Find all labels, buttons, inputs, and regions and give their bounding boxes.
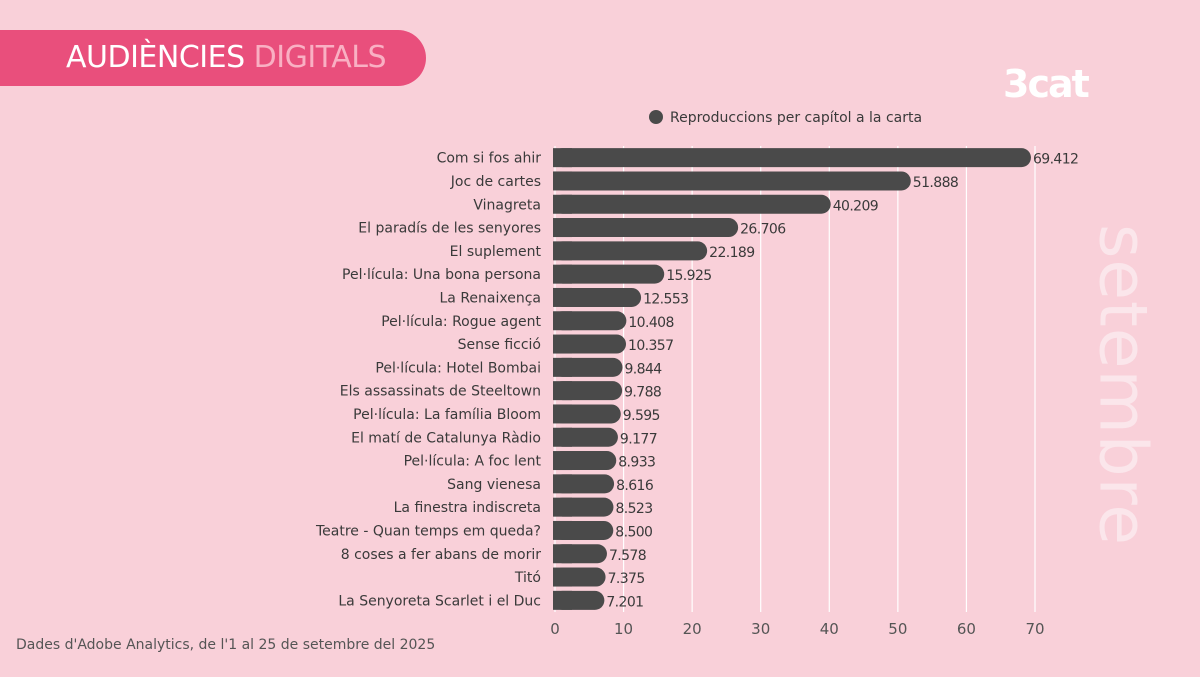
data-label: 9.595 [623,408,660,424]
bar [553,194,831,214]
x-tick-label: 50 [888,620,907,638]
bar [553,264,665,284]
category-label: Pel·lícula: Una bona persona [342,267,541,283]
bar-base [553,451,572,471]
category-label: Vinagreta [473,197,541,213]
brand-logo: 3cat [1003,62,1090,106]
data-label: 8.500 [615,524,652,540]
category-label: Joc de cartes [450,174,541,190]
data-label: 7.201 [606,594,643,610]
bar-base [553,171,572,191]
category-label: El paradís de les senyores [358,221,541,237]
bar-base [553,287,572,307]
bar-base [553,194,572,214]
category-label: Pel·lícula: La família Bloom [353,407,541,423]
category-label: Com si fos ahir [437,151,542,167]
bar-base [553,357,572,377]
bar [553,287,642,307]
category-label: Pel·lícula: A foc lent [404,454,542,470]
bar-base [553,334,572,354]
bar [553,218,739,238]
data-label: 9.788 [624,385,661,401]
bar [553,241,708,261]
bar-base [553,520,572,540]
category-label: Pel·lícula: Rogue agent [381,314,541,330]
legend-marker [649,110,663,124]
data-label: 8.933 [618,455,655,471]
title-main: AUDIÈNCIES [66,40,245,75]
category-label: La Senyoreta Scarlet i el Duc [338,593,541,609]
data-label: 7.578 [609,548,646,564]
x-tick-label: 70 [1025,620,1044,638]
data-label: 8.616 [616,478,654,494]
category-label: Teatre - Quan temps em queda? [315,523,541,539]
bar-base [553,497,572,517]
legend-label: Reproduccions per capítol a la carta [670,110,922,126]
data-label: 12.553 [643,291,688,307]
bar [553,148,1031,168]
bar-base [553,427,572,447]
category-label: Titó [514,570,541,586]
data-label: 26.706 [740,222,786,238]
bar-base [553,590,572,610]
page-title: AUDIÈNCIES DIGITALS [66,38,387,78]
data-label: 9.844 [625,361,663,377]
x-tick-label: 10 [614,620,633,638]
bar-base [553,404,572,424]
x-tick-label: 20 [683,620,702,638]
category-label: Pel·lícula: Hotel Bombai [375,360,541,376]
bar-base [553,544,572,564]
x-tick-label: 60 [957,620,976,638]
category-label: El suplement [450,244,542,260]
category-label: La Renaixença [440,290,542,306]
data-label: 9.177 [620,431,657,447]
bar-base [553,474,572,494]
bar-base [553,567,572,587]
data-label: 69.412 [1033,152,1078,168]
data-label: 10.408 [628,315,673,331]
bar [553,171,911,191]
bar-base [553,241,572,261]
title-accent: DIGITALS [253,40,387,75]
data-label: 7.375 [608,571,645,587]
title-banner [0,30,426,86]
bar-base [553,264,572,284]
bar-base [553,218,572,238]
data-label: 15.925 [666,268,711,284]
bar-base [553,148,572,168]
data-label: 8.523 [615,501,652,517]
data-label: 40.209 [833,198,878,214]
data-label: 51.888 [913,175,958,191]
x-tick-label: 40 [820,620,839,638]
data-label: 22.189 [709,245,754,261]
x-tick-label: 30 [751,620,770,638]
bar-base [553,381,572,401]
x-tick-label: 0 [550,620,560,638]
bar-base [553,311,572,331]
category-label: La finestra indiscreta [394,500,541,516]
data-source-note: Dades d'Adobe Analytics, de l'1 al 25 de… [16,637,436,653]
category-label: Sense ficció [458,337,541,353]
category-label: Els assassinats de Steeltown [340,384,541,400]
category-label: 8 coses a fer abans de morir [341,547,542,563]
category-label: El matí de Catalunya Ràdio [351,430,541,446]
category-label: Sang vienesa [447,477,541,493]
data-label: 10.357 [628,338,673,354]
